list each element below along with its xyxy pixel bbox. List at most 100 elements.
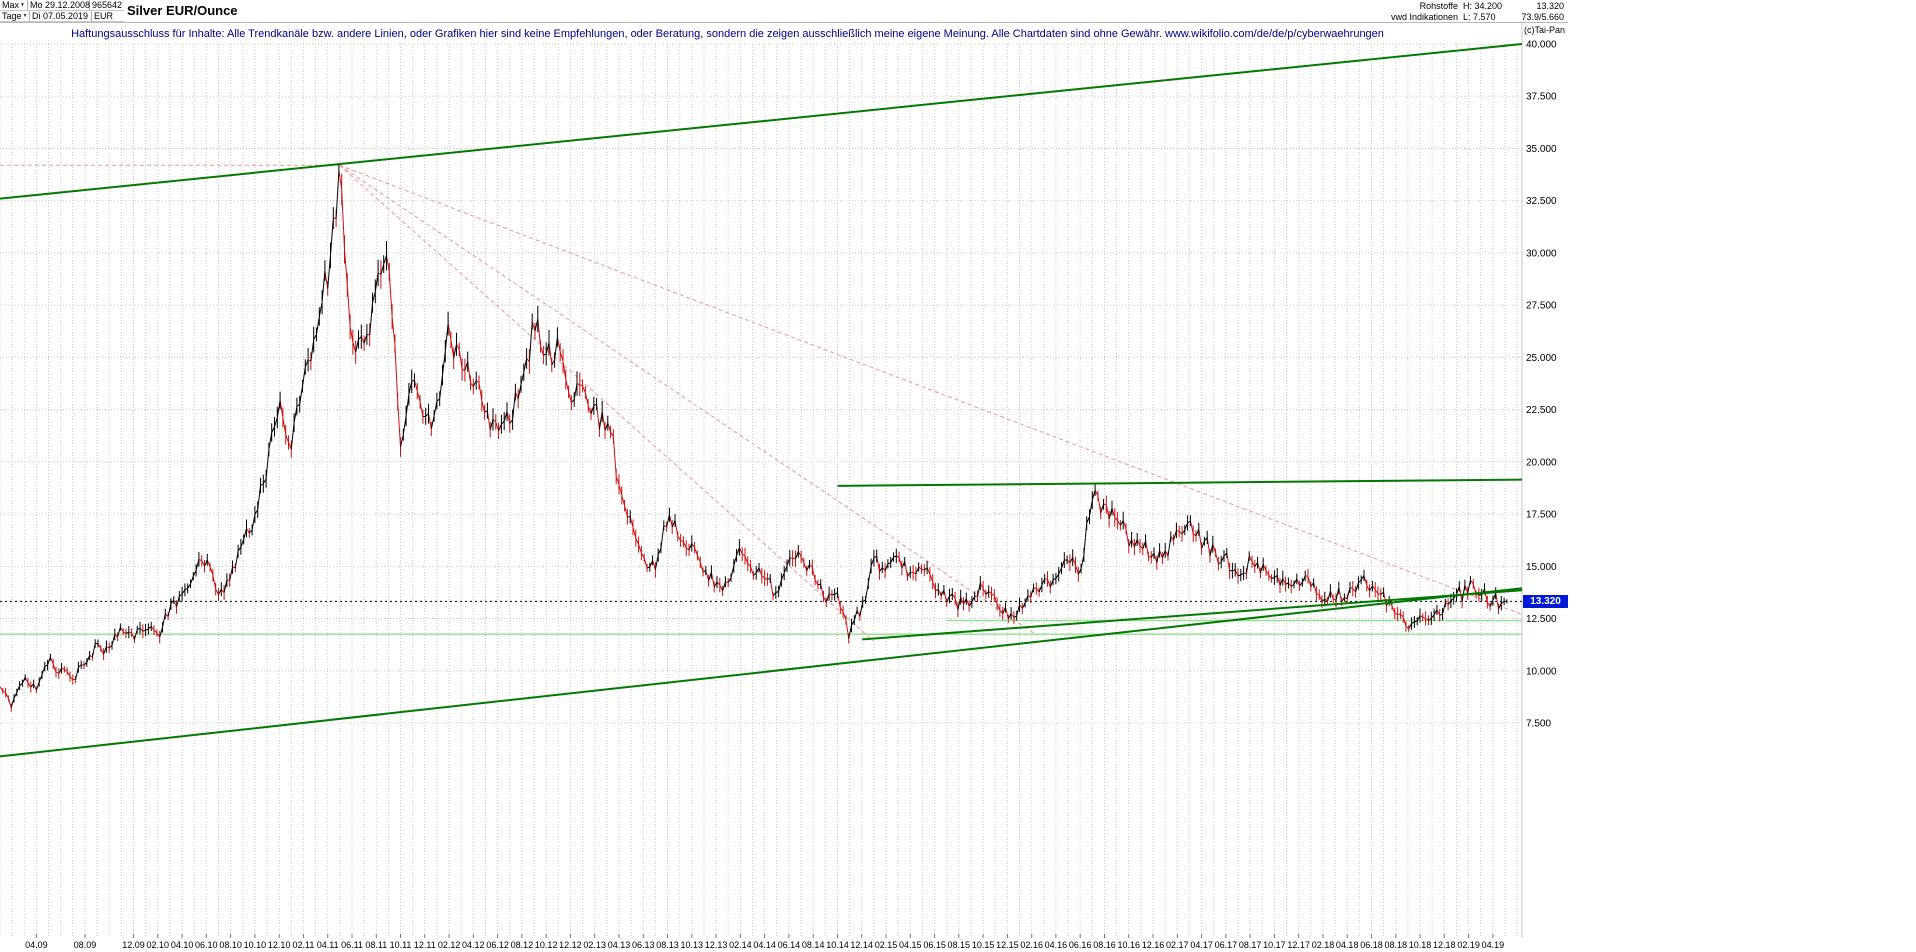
x-tick-label: 04.17: [1190, 940, 1213, 950]
y-tick-label: 10.000: [1526, 666, 1557, 677]
x-tick-label: 06.11: [341, 940, 363, 950]
x-tick-label: 10.12: [535, 940, 558, 950]
low-value: L: 7.570: [1463, 12, 1496, 22]
grid: [0, 22, 1568, 938]
x-tick-label: 08.15: [948, 940, 971, 950]
y-tick-label: 40.000: [1526, 40, 1557, 51]
x-tick-label: 02.15: [875, 940, 898, 950]
trend-channel-line: [0, 587, 1523, 758]
y-tick-label: 30.000: [1526, 248, 1557, 259]
trend-channel-line: [0, 43, 1523, 200]
x-tick-label: 06.16: [1069, 940, 1092, 950]
x-tick-label: 06.15: [923, 940, 946, 950]
chevron-down-icon: ▼: [22, 13, 28, 19]
x-tick-label: 10.16: [1118, 940, 1141, 950]
x-tick-label: 12.15: [996, 940, 1019, 950]
trend-channel-line: [862, 589, 1523, 641]
x-tick-label: 04.12: [462, 940, 485, 950]
high-low-block: H: 34.200 L: 7.570: [1463, 1, 1502, 23]
period-dropdown-label: Tage: [2, 11, 22, 21]
y-tick-label: 7.500: [1526, 719, 1551, 730]
x-tick-label: 08.18: [1385, 940, 1408, 950]
x-tick-label: 06.12: [486, 940, 509, 950]
copyright-label: (c)Tai-Pan: [1524, 25, 1566, 35]
x-tick-label: 06.17: [1215, 940, 1238, 950]
period-dropdown[interactable]: Tage ▼: [0, 11, 30, 22]
series-start-date: Mo 29.12.2008: [27, 0, 91, 11]
chevron-down-icon: ▼: [20, 2, 25, 8]
high-value: H: 34.200: [1463, 1, 1503, 11]
x-tick-label: 10.14: [826, 940, 849, 950]
x-tick-label: 04.19: [1482, 940, 1505, 950]
x-tick-label: 04.11: [317, 940, 339, 950]
y-tick-label: 27.500: [1526, 301, 1557, 312]
x-tick-label: 12.16: [1142, 940, 1165, 950]
y-tick-label: 12.500: [1526, 614, 1557, 625]
currency-label: EUR: [92, 11, 124, 22]
x-tick-label: 10.11: [390, 940, 412, 950]
x-tick-label: 10.15: [972, 940, 995, 950]
x-tick-label: 02.13: [583, 940, 606, 950]
last-price-marker: 13.320: [1523, 595, 1568, 608]
x-tick-label: 12.11: [414, 940, 436, 950]
x-tick-label: 04.14: [753, 940, 776, 950]
x-tick-label: 04.16: [1045, 940, 1068, 950]
category-label: Rohstoffe: [1419, 1, 1458, 11]
axis-labels: 40.000 37.500 35.000 32.500 30.000 27.500 25.0…: [25, 40, 1557, 951]
x-tick-label: 08.10: [219, 940, 242, 950]
x-tick-label: 04.13: [608, 940, 631, 950]
x-tick-label: 02.10: [147, 940, 170, 950]
trend-lines: [0, 164, 1523, 642]
x-tick-label: 06.10: [195, 940, 218, 950]
x-tick-label: 12.12: [559, 940, 582, 950]
x-tick-label: 10.13: [681, 940, 704, 950]
price-path-up: [10, 165, 1508, 708]
x-tick-label: 12.18: [1433, 940, 1456, 950]
x-tick-label: 10.17: [1263, 940, 1286, 950]
y-tick-label: 22.500: [1526, 405, 1557, 416]
x-tick-label: 12.09: [122, 940, 145, 950]
toolbar-row-2: Tage ▼ Di 07.05.2019 EUR: [0, 11, 124, 22]
channel-lines: [0, 43, 1523, 758]
x-tick-label: 02.14: [729, 940, 752, 950]
price-series: [0, 165, 1508, 712]
x-tick-label: 02.12: [438, 940, 461, 950]
current-date: Di 07.05.2019: [30, 11, 92, 22]
quote-block: 13.320 73.9/5.660: [1506, 1, 1564, 23]
toolbar-row-1: Max ▼ Mo 29.12.2008 965642: [0, 0, 125, 11]
x-tick-label: 12.13: [705, 940, 728, 950]
chart-title: Silver EUR/Ounce: [127, 3, 238, 18]
x-tick-label: 02.18: [1312, 940, 1335, 950]
disclaimer-text: Haftungsausschluss für Inhalte: Alle Tre…: [71, 28, 1384, 40]
x-tick-label: 12.10: [268, 940, 291, 950]
x-tick-label: 08.09: [74, 940, 97, 950]
source-label: vwd Indikationen: [1390, 12, 1458, 22]
x-tick-label: 08.13: [656, 940, 679, 950]
x-tick-label: 08.16: [1093, 940, 1116, 950]
x-tick-label: 02.17: [1166, 940, 1189, 950]
x-tick-label: 02.11: [292, 940, 314, 950]
instrument-id: 965642: [89, 0, 125, 11]
resistance-dashed-line: [339, 164, 1523, 615]
y-tick-label: 35.000: [1526, 144, 1557, 155]
y-tick-label: 32.500: [1526, 196, 1557, 207]
x-tick-label: 02.16: [1020, 940, 1043, 950]
x-tick-label: 10.10: [244, 940, 267, 950]
x-tick-label: 04.15: [899, 940, 922, 950]
x-tick-label: 12.17: [1287, 940, 1310, 950]
x-tick-label: 12.14: [850, 940, 873, 950]
x-tick-label: 04.09: [25, 940, 48, 950]
y-tick-label: 15.000: [1526, 562, 1557, 573]
y-tick-label: 37.500: [1526, 92, 1557, 103]
x-tick-label: 06.14: [778, 940, 801, 950]
x-tick-label: 08.12: [511, 940, 534, 950]
x-tick-label: 08.14: [802, 940, 825, 950]
instrument-info: Rohstoffe vwd Indikationen: [1336, 1, 1458, 23]
resistance-dashed-line: [339, 164, 875, 642]
toolbar: Max ▼ Mo 29.12.2008 965642 Tage ▼ Di 07.…: [0, 0, 125, 22]
x-tick-label: 06.18: [1360, 940, 1383, 950]
range-dropdown[interactable]: Max ▼: [0, 0, 28, 11]
x-tick-label: 10.18: [1409, 940, 1432, 950]
